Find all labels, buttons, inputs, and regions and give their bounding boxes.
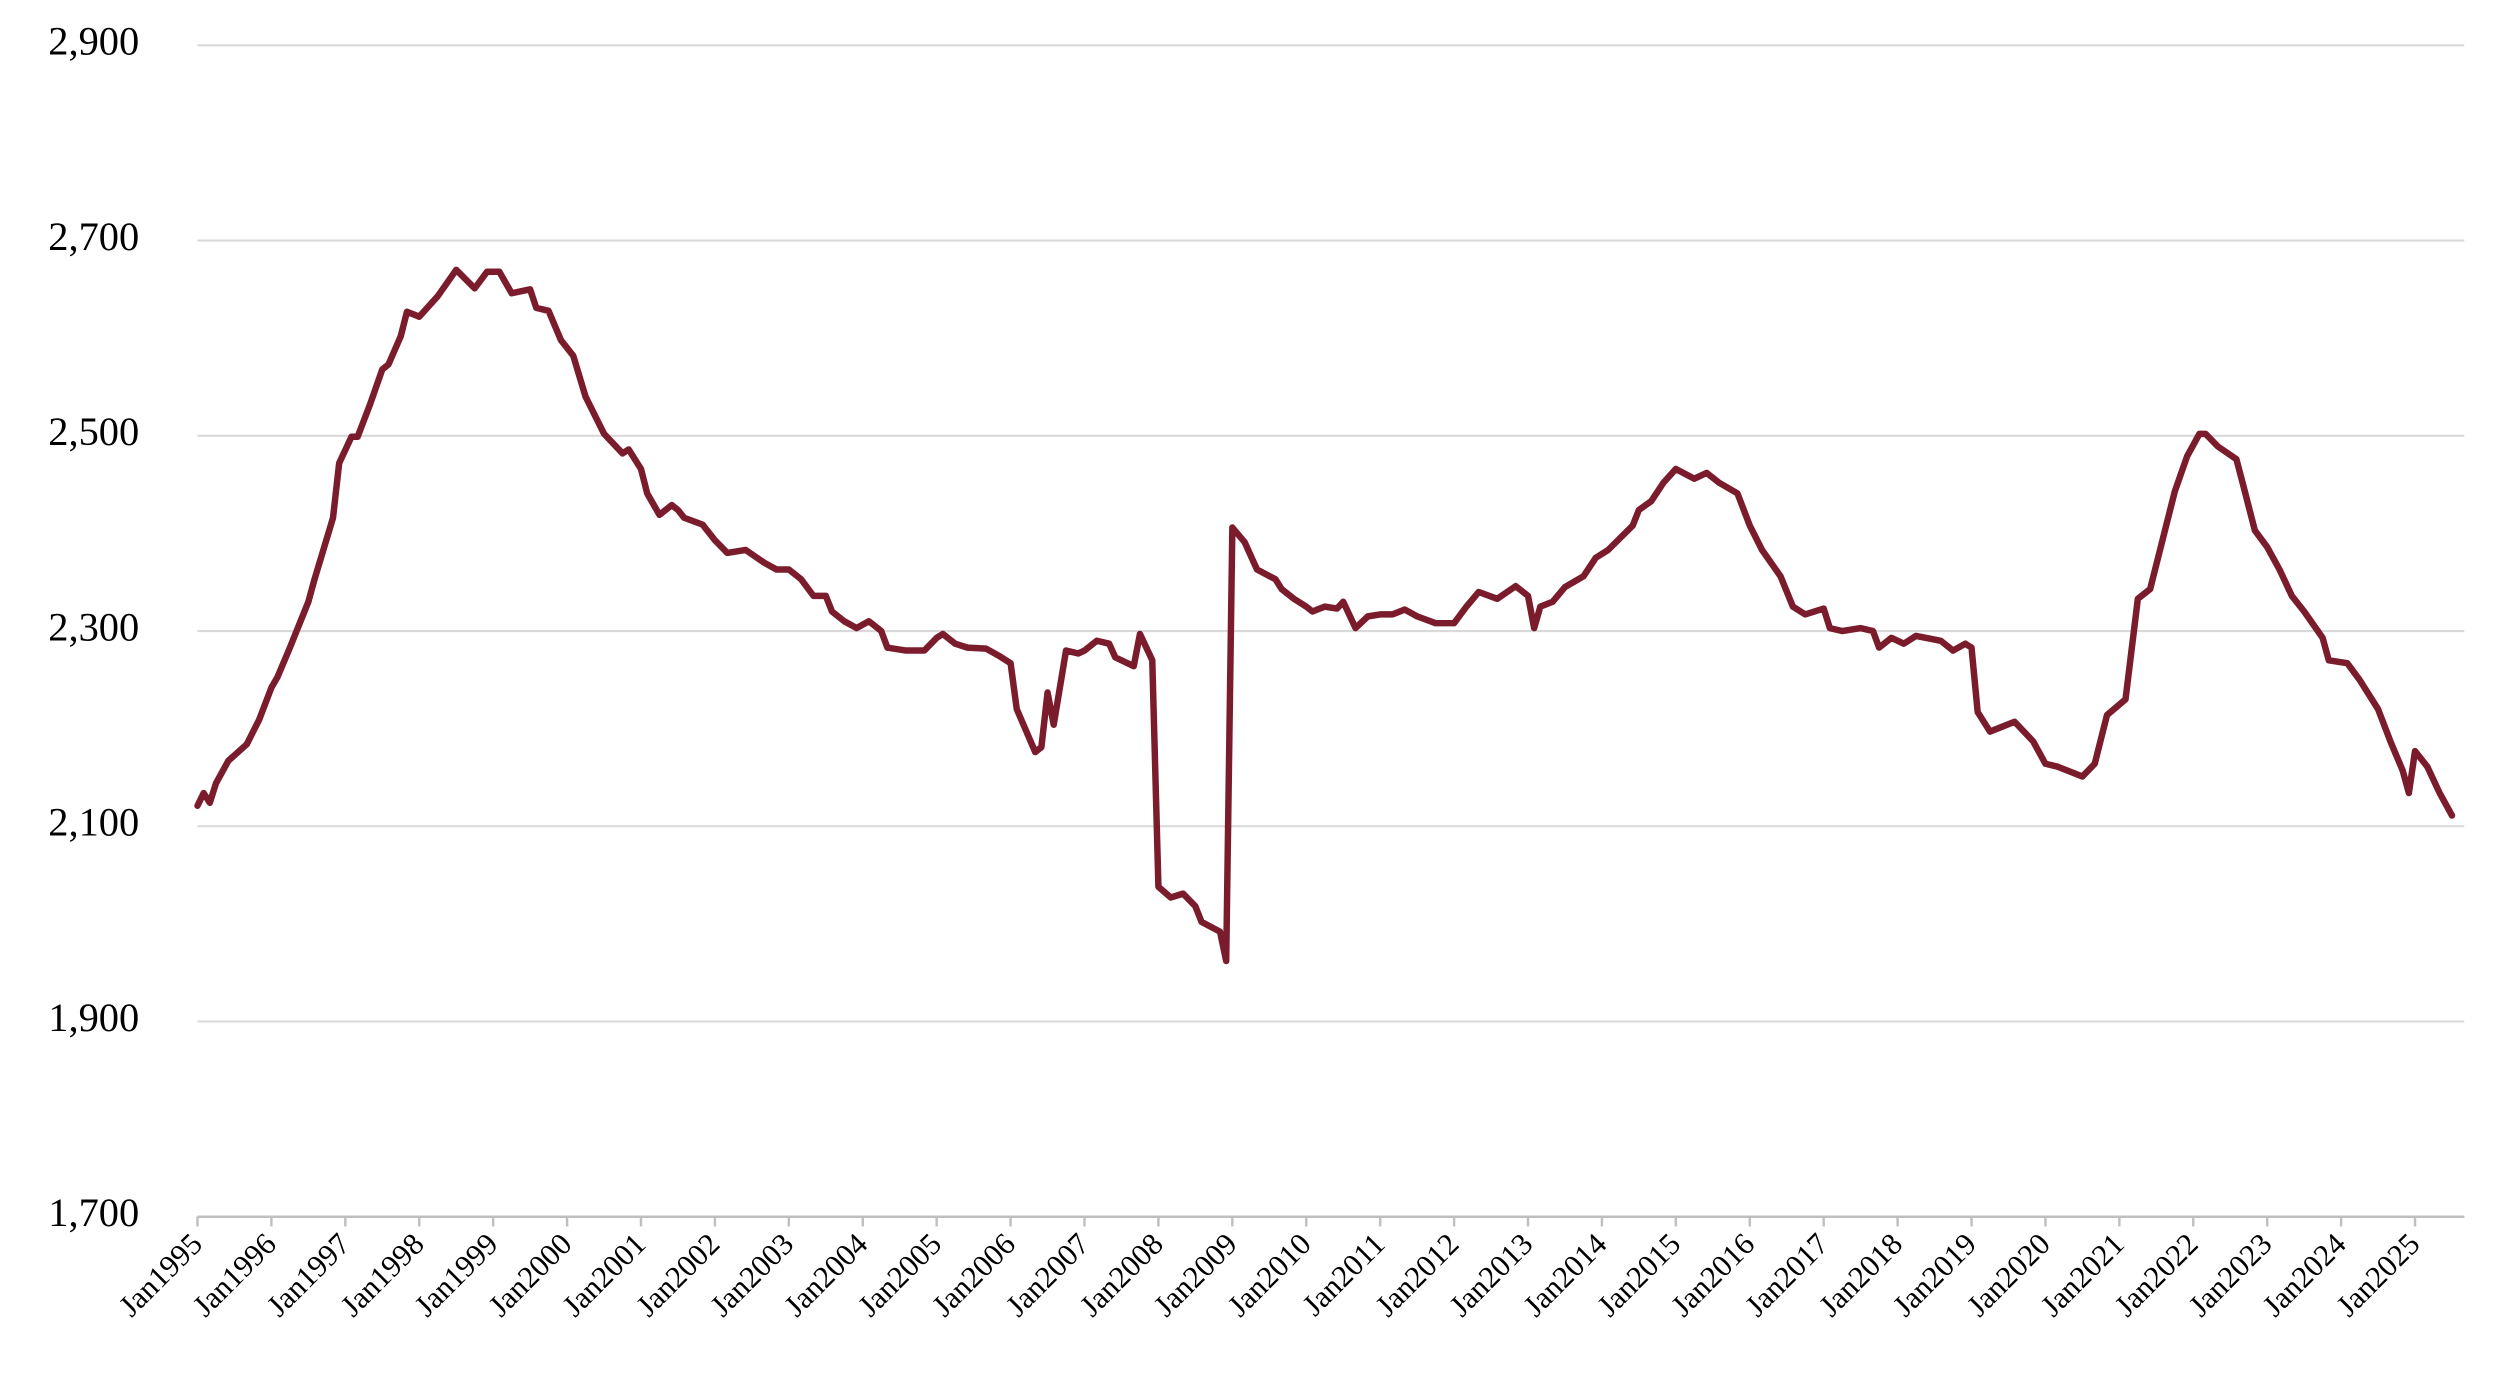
x-tick-label: Jan2021 — [2034, 1227, 2130, 1323]
x-tick-label: Jan2025 — [2330, 1227, 2426, 1323]
x-tick-label: Jan2010 — [1221, 1227, 1317, 1323]
x-tick-label: Jan2020 — [1960, 1227, 2056, 1323]
x-tick-label: Jan2016 — [1665, 1227, 1761, 1323]
x-tick-label: Jan2008 — [1073, 1227, 1169, 1323]
y-tick-label: 1,700 — [48, 1190, 139, 1235]
x-tick-label: Jan2000 — [482, 1227, 578, 1323]
y-tick-label: 2,700 — [48, 214, 139, 259]
x-tick-label: Jan2019 — [1886, 1227, 1982, 1323]
y-tick-label: 1,900 — [48, 995, 139, 1040]
x-tick-label: Jan1999 — [408, 1227, 504, 1323]
x-tick-label: Jan2012 — [1369, 1227, 1465, 1323]
x-tick-label: Jan1996 — [186, 1227, 282, 1323]
x-tick-label: Jan2013 — [1443, 1227, 1539, 1323]
x-tick-label: Jan2001 — [556, 1227, 652, 1323]
x-tick-label: Jan2003 — [704, 1227, 800, 1323]
x-tick-label: Jan2015 — [1591, 1227, 1687, 1323]
x-tick-label: Jan1998 — [334, 1227, 430, 1323]
x-tick-label: Jan2005 — [852, 1227, 948, 1323]
x-tick-label: Jan2022 — [2108, 1227, 2204, 1323]
x-tick-label: Jan2024 — [2256, 1227, 2352, 1323]
y-tick-label: 2,100 — [48, 800, 139, 845]
x-tick-label: Jan2023 — [2182, 1227, 2278, 1323]
x-tick-label: Jan2007 — [999, 1227, 1095, 1323]
x-tick-label: Jan2018 — [1813, 1227, 1909, 1323]
x-tick-label: Jan2017 — [1739, 1227, 1835, 1323]
data-line — [194, 266, 2456, 965]
x-tick-label: Jan2004 — [778, 1227, 874, 1323]
y-tick-label: 2,300 — [48, 604, 139, 649]
x-tick-label: Jan1995 — [112, 1227, 208, 1323]
x-tick-label: Jan1997 — [260, 1227, 356, 1323]
x-tick-label: Jan2014 — [1517, 1227, 1613, 1323]
y-tick-label: 2,900 — [48, 19, 139, 64]
x-tick-label: Jan2002 — [630, 1227, 726, 1323]
y-tick-label: 2,500 — [48, 409, 139, 454]
x-tick-label: Jan2006 — [926, 1227, 1022, 1323]
x-tick-label: Jan2009 — [1147, 1227, 1243, 1323]
